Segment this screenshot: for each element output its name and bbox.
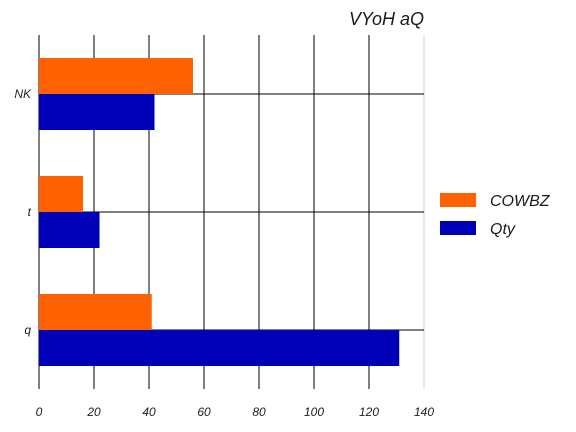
x-axis: 0 20 40 60 80 100 120 140 <box>36 405 435 419</box>
x-tick-label: 40 <box>142 405 156 419</box>
legend-label-qty: Qty <box>490 221 516 238</box>
bar-qty-t <box>39 212 100 248</box>
legend: COWBZ Qty <box>440 193 551 238</box>
x-tick-label: 20 <box>86 405 101 419</box>
legend-label-cowbz: COWBZ <box>490 193 551 210</box>
y-axis: NK t q <box>14 87 32 337</box>
y-tick-label: t <box>28 205 32 219</box>
bar-qty-nk <box>39 94 155 130</box>
bar-cowbz-t <box>39 176 83 212</box>
legend-swatch-qty <box>440 221 476 235</box>
bar-cowbz-q <box>39 294 152 330</box>
bars <box>39 58 400 366</box>
x-tick-label: 100 <box>304 405 324 419</box>
x-tick-label: 140 <box>414 405 434 419</box>
x-tick-label: 120 <box>359 405 379 419</box>
bar-cowbz-nk <box>39 58 193 94</box>
bar-qty-q <box>39 330 400 366</box>
x-tick-label: 0 <box>36 405 43 419</box>
x-tick-label: 80 <box>252 405 266 419</box>
legend-swatch-cowbz <box>440 193 476 207</box>
x-tick-label: 60 <box>197 405 211 419</box>
y-tick-label: q <box>24 323 31 337</box>
chart-title: VYoH aQ <box>349 9 424 29</box>
y-tick-label: NK <box>14 87 32 101</box>
